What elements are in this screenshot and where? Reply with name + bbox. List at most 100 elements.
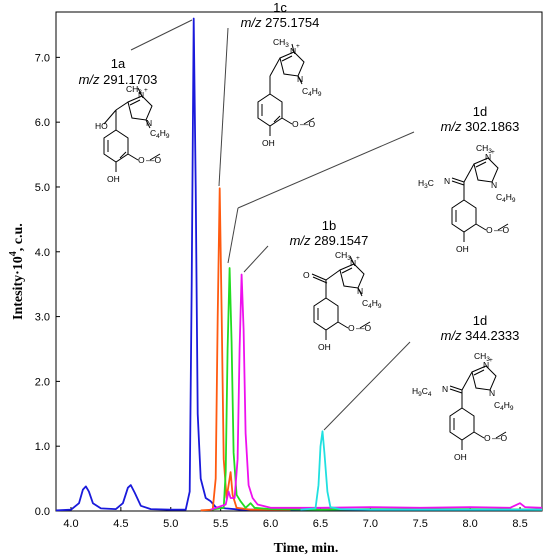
x-axis-title: Time, min. [274,541,339,556]
callout-line-1d-344 [323,341,411,431]
structure-1d-344 [449,365,507,450]
svg-text:H3C: H3C [418,178,434,190]
structure-1b [311,255,371,340]
annotation-1c: 1c m/z 275.1754 [241,0,320,30]
svg-text:N: N [489,388,495,398]
svg-text:1d: 1d [473,313,487,328]
annotation-1d-344: 1d m/z 344.2333 [441,313,520,343]
svg-text:m/z 344.2333: m/z 344.2333 [441,328,520,343]
x-tick-label: 8.0 [462,518,477,530]
svg-text:OH: OH [107,174,120,184]
structure-1d-302 [451,157,509,242]
structure-1c [257,43,315,136]
svg-text:—O: —O [494,225,510,235]
svg-text:CH3: CH3 [335,250,351,262]
svg-text:CH3: CH3 [126,84,142,96]
y-axis-title-unit: , c.u. [11,223,26,251]
series-line-3 [210,273,543,511]
svg-text:N: N [483,360,489,370]
series-line-2 [210,267,543,511]
svg-text:HO: HO [95,121,108,131]
svg-text:+: + [144,87,148,94]
structure-1a [103,87,161,172]
annotation-1a: 1a m/z 291.1703 [79,56,158,87]
svg-text:CH3: CH3 [474,351,490,363]
svg-text:+: + [296,43,300,50]
svg-text:1a: 1a [111,56,126,71]
y-tick-label: 3.0 [35,312,50,324]
callout-line-1d-302 [237,131,415,209]
y-axis-title: Intesity·10 [11,256,26,320]
x-tick-label: 6.0 [263,518,278,530]
y-tick-label: 6.0 [35,117,50,129]
annotation-1d-302: 1d m/z 302.1863 [441,104,520,134]
svg-text:O: O [303,270,310,280]
callout-lines [130,19,415,431]
x-tick-label: 7.0 [363,518,378,530]
structure-1d-302-labels: CH3 N + N C4H9 H3C N O —O OH [418,143,516,254]
svg-text:N: N [485,152,491,162]
structure-1d-344-labels: CH3 N + N C4H9 H9C4 N O —O OH [412,351,514,462]
svg-text:+: + [356,255,360,262]
y-axis-ticks: 0.0 1.0 2.0 3.0 4.0 5.0 6.0 7.0 [35,52,60,518]
svg-text:C4H9: C4H9 [302,86,322,98]
svg-text:N: N [138,90,144,100]
svg-text:C4H9: C4H9 [362,298,382,310]
y-tick-label: 4.0 [35,247,50,259]
x-axis-ticks: 4.0 4.5 5.0 5.5 6.0 6.5 7.0 7.5 8.0 8.5 [63,507,528,530]
callout-line-1b [243,245,269,273]
svg-text:N: N [290,46,296,56]
y-axis-title-group: Intesity·104, c.u. [8,223,26,320]
svg-text:OH: OH [318,342,331,352]
svg-text:+: + [489,357,493,364]
svg-text:—O: —O [300,119,316,129]
y-tick-label: 2.0 [35,376,50,388]
svg-text:CH3: CH3 [476,143,492,155]
svg-text:N: N [146,118,152,128]
y-tick-label: 5.0 [35,182,50,194]
x-tick-label: 4.5 [113,518,128,530]
y-tick-label: 7.0 [35,52,50,64]
structure-1c-labels: CH3 N + N C4H9 O —O OH [262,37,322,148]
series-line-1 [200,187,291,512]
svg-text:1c: 1c [273,0,287,15]
x-tick-label: 4.0 [63,518,78,530]
callout-line-1d-302b [227,207,239,264]
svg-text:OH: OH [454,452,467,462]
svg-text:1b: 1b [322,218,336,233]
svg-text:m/z 275.1754: m/z 275.1754 [241,15,320,30]
x-tick-label: 7.5 [413,518,428,530]
svg-text:N: N [442,384,448,394]
svg-text:CH3: CH3 [273,37,289,49]
svg-text:O: O [348,323,355,333]
svg-text:N: N [350,258,356,268]
svg-text:m/z 289.1547: m/z 289.1547 [290,233,369,248]
annotation-1b: 1b m/z 289.1547 [290,218,369,248]
y-tick-label: 1.0 [35,441,50,453]
svg-text:H9C4: H9C4 [412,386,432,398]
svg-text:—O: —O [146,155,162,165]
svg-text:N: N [357,286,363,296]
svg-text:OH: OH [456,244,469,254]
svg-text:Intesity·104, c.u.: Intesity·104, c.u. [8,223,26,320]
svg-text:C4H9: C4H9 [150,128,170,140]
y-tick-label: 0.0 [35,506,50,518]
svg-text:m/z 291.1703: m/z 291.1703 [79,72,158,87]
svg-text:OH: OH [262,138,275,148]
svg-text:C4H9: C4H9 [494,400,514,412]
x-tick-label: 5.0 [163,518,178,530]
svg-text:m/z 302.1863: m/z 302.1863 [441,119,520,134]
svg-text:C4H9: C4H9 [496,192,516,204]
callout-line-1a [130,19,193,51]
series-layer [55,17,543,512]
plot-area-frame [55,11,543,512]
svg-text:+: + [491,149,495,156]
structure-1a-labels: HO CH3 N + N C4H9 O —O OH [95,84,170,184]
svg-text:N: N [491,180,497,190]
svg-text:N: N [297,74,303,84]
svg-text:—O: —O [492,433,508,443]
svg-text:O: O [486,225,493,235]
x-tick-label: 5.5 [213,518,228,530]
y-axis-title-superscript: 4 [8,251,19,256]
